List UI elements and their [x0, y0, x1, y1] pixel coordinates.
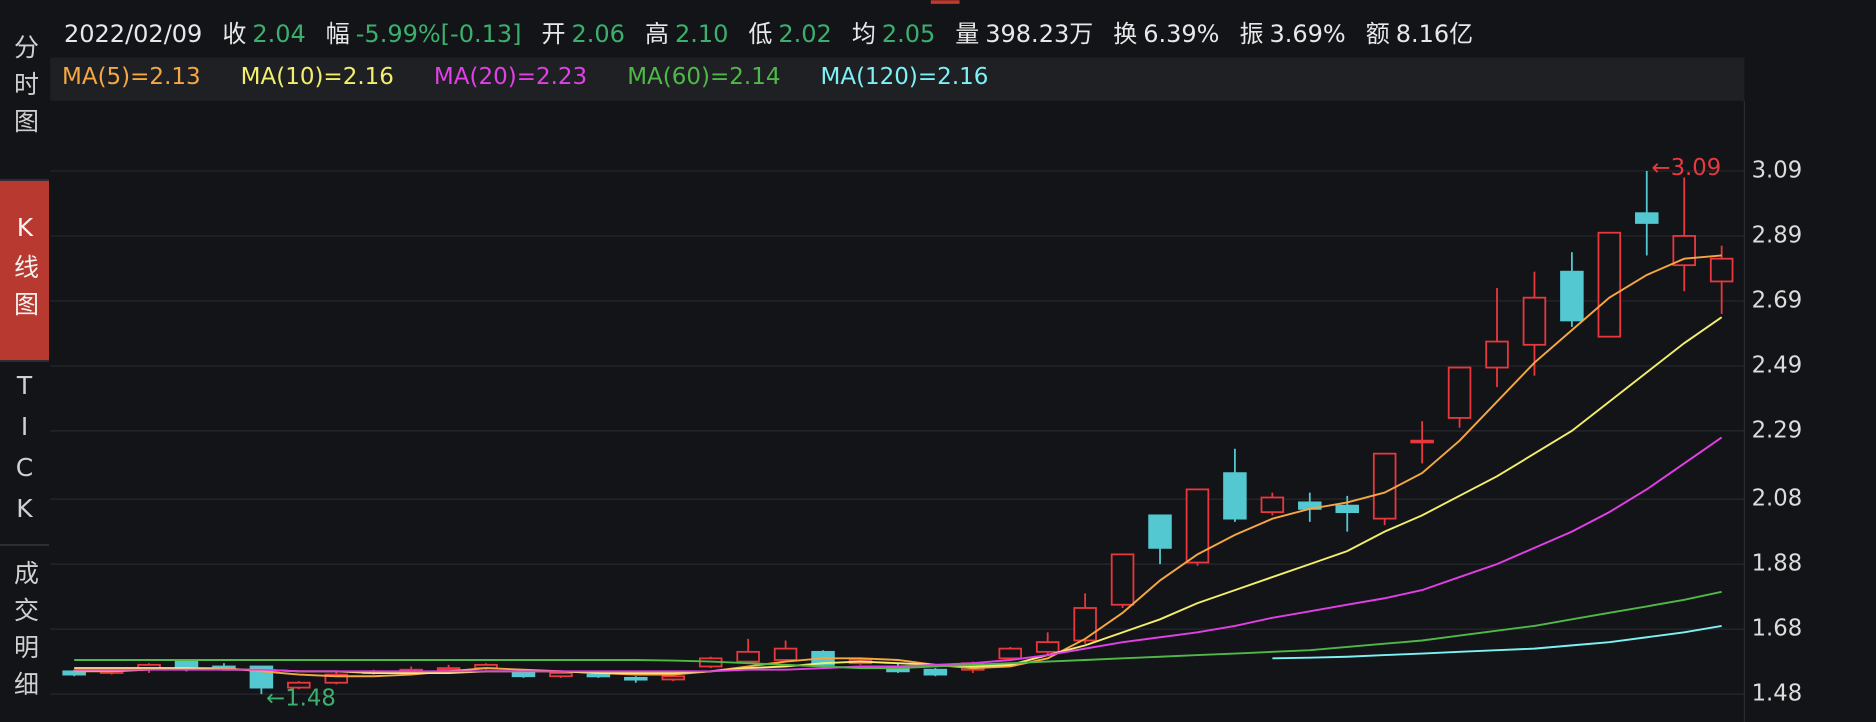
candle-body — [1110, 553, 1135, 606]
legend-entry: MA(20)=2.23 — [433, 64, 588, 90]
legend-entry: MA(5)=2.13 — [62, 64, 201, 90]
extreme-annotation: ←1.48 — [266, 685, 336, 711]
candle-body — [1260, 496, 1285, 514]
candle-body — [1335, 504, 1359, 514]
ma-line — [74, 590, 1722, 670]
field-value: 2.10 — [674, 20, 729, 48]
tab-active[interactable]: K线图 — [0, 181, 49, 362]
y-tick-label: 2.29 — [1752, 417, 1803, 443]
field-value: 398.23万 — [985, 20, 1094, 48]
field-label: 低 — [748, 20, 773, 48]
candle-body — [1185, 488, 1210, 564]
candle-body — [661, 675, 686, 681]
candle-body — [1447, 366, 1472, 419]
field-label: 收 — [222, 20, 247, 48]
candle-body — [1372, 452, 1397, 520]
field-label: 振 — [1239, 20, 1264, 48]
field-value: 2.04 — [252, 20, 306, 48]
candle-body — [624, 676, 648, 681]
candle-body — [1709, 257, 1734, 283]
top-indicator — [930, 0, 960, 4]
candle-body — [324, 673, 349, 684]
y-tick-label: 2.89 — [1752, 222, 1803, 248]
field-value: 6.39% — [1143, 20, 1220, 48]
candle-body — [923, 668, 948, 676]
tab[interactable]: TICK — [0, 362, 49, 546]
candle-body — [1485, 340, 1509, 369]
field-value: 3.69% — [1269, 20, 1346, 48]
ma-line — [74, 436, 1723, 673]
candle-body — [736, 650, 760, 663]
sidebar: 分时图 K线图 TICK 成交明细 — [0, 0, 50, 722]
y-tick-label: 2.49 — [1752, 352, 1803, 378]
legend-entry: MA(10)=2.16 — [240, 64, 394, 90]
candle-body — [1073, 607, 1097, 642]
tab[interactable]: 成交明细 — [10, 560, 40, 708]
legend: MA(5)=2.13 MA(10)=2.16 MA(20)=2.23 MA(60)=2… — [62, 64, 1028, 90]
y-tick-label: 3.09 — [1752, 157, 1803, 183]
candle-body — [1672, 235, 1696, 267]
field-label: 开 — [541, 20, 566, 48]
field-label: 换 — [1113, 20, 1138, 48]
candle-body — [549, 672, 573, 678]
y-tick-label: 1.48 — [1752, 681, 1803, 707]
field-value: 2.06 — [571, 20, 625, 48]
y-tick-label: 2.69 — [1752, 287, 1803, 313]
extreme-annotation: ←3.09 — [1652, 155, 1722, 181]
candle-body — [1035, 641, 1060, 653]
field-value: -5.99%[-0.13] — [355, 20, 522, 48]
field-label: 幅 — [325, 20, 350, 48]
candle-body — [773, 647, 798, 661]
date: 2022/02/09 — [64, 20, 203, 48]
candle-body — [1560, 270, 1584, 322]
candle-body — [1148, 514, 1172, 549]
y-tick-label: 1.88 — [1752, 551, 1803, 577]
quote-header: 2022/02/09 收 2.04 幅 -5.99%[-0.13] 开 2.06 高 2.10 低… — [64, 14, 1473, 49]
field-value: 8.16亿 — [1395, 20, 1474, 48]
y-tick-label: 1.68 — [1752, 616, 1803, 642]
field-label: 额 — [1365, 20, 1390, 48]
field-value: 2.02 — [778, 20, 832, 48]
background — [50, 0, 1876, 722]
candle-body — [1223, 472, 1247, 520]
legend-band — [50, 57, 1745, 101]
field-label: 量 — [955, 20, 980, 48]
candle-body — [1522, 296, 1547, 346]
legend-entry: MA(120)=2.16 — [820, 64, 989, 90]
candle-body — [62, 670, 86, 676]
candle-body — [1635, 212, 1659, 224]
ma-line — [74, 254, 1722, 678]
candle-body — [586, 673, 611, 678]
field-value: 2.05 — [881, 20, 936, 48]
y-tick-label: 2.08 — [1752, 486, 1803, 512]
field-label: 高 — [644, 20, 669, 48]
candle-body — [998, 647, 1023, 660]
candle-body — [174, 660, 199, 669]
legend-entry: MA(60)=2.14 — [627, 64, 781, 90]
tab[interactable]: 分时图 — [0, 0, 49, 181]
candle-body — [287, 681, 311, 689]
candle-body — [1410, 439, 1434, 444]
ma-line — [1272, 624, 1722, 660]
field-label: 均 — [851, 20, 876, 48]
candle-body — [436, 667, 461, 671]
candle-body — [1597, 231, 1622, 338]
